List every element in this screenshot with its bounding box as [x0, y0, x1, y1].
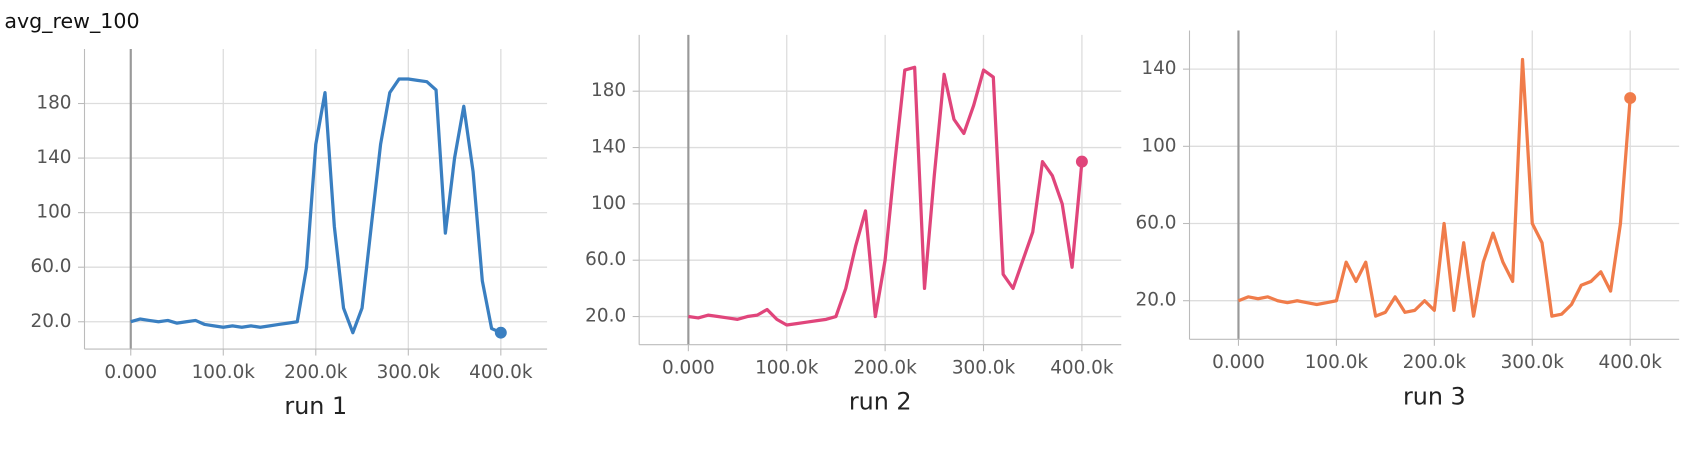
x-tick-label: 0.000: [104, 362, 157, 383]
y-tick-label: 100: [1141, 135, 1176, 156]
y-tick-label: 180: [36, 93, 71, 114]
y-tick-label: 100: [36, 202, 71, 223]
chart-title: run 2: [849, 388, 912, 416]
x-tick-label: 300.0k: [952, 358, 1016, 379]
x-tick-label: 0.000: [1212, 352, 1265, 373]
x-tick-label: 400.0k: [1050, 358, 1114, 379]
y-tick-label: 100: [591, 193, 626, 214]
chart-title: run 3: [1403, 382, 1466, 410]
x-tick-label: 100.0k: [192, 362, 256, 383]
y-tick-label: 180: [591, 80, 626, 101]
x-tick-label: 400.0k: [1599, 352, 1663, 373]
series-line: [1237, 57, 1632, 318]
y-tick-label: 140: [1141, 58, 1176, 79]
y-tick-label: 60.0: [1136, 213, 1177, 234]
x-tick-label: 100.0k: [1305, 352, 1369, 373]
y-tick-label: 20.0: [585, 306, 626, 327]
y-tick-label: 60.0: [31, 256, 72, 277]
series-line: [688, 65, 1084, 327]
panel-title: avg_rew_100: [4, 9, 139, 34]
series-line: [130, 77, 502, 335]
y-tick-label: 60.0: [585, 249, 626, 270]
end-marker: [1075, 155, 1088, 168]
end-marker: [494, 326, 507, 339]
x-tick-label: 400.0k: [469, 362, 533, 383]
y-tick-label: 20.0: [31, 311, 72, 332]
y-tick-label: 140: [36, 147, 71, 168]
y-tick-label: 20.0: [1136, 290, 1177, 311]
x-tick-label: 300.0k: [1501, 352, 1565, 373]
x-tick-label: 100.0k: [755, 358, 819, 379]
chart-title: run 1: [284, 392, 347, 420]
x-tick-label: 300.0k: [377, 362, 441, 383]
y-tick-label: 140: [591, 137, 626, 158]
x-tick-label: 200.0k: [284, 362, 348, 383]
end-marker: [1624, 92, 1637, 105]
x-tick-label: 200.0k: [1403, 352, 1467, 373]
x-tick-label: 0.000: [662, 358, 715, 379]
x-tick-label: 200.0k: [853, 358, 917, 379]
